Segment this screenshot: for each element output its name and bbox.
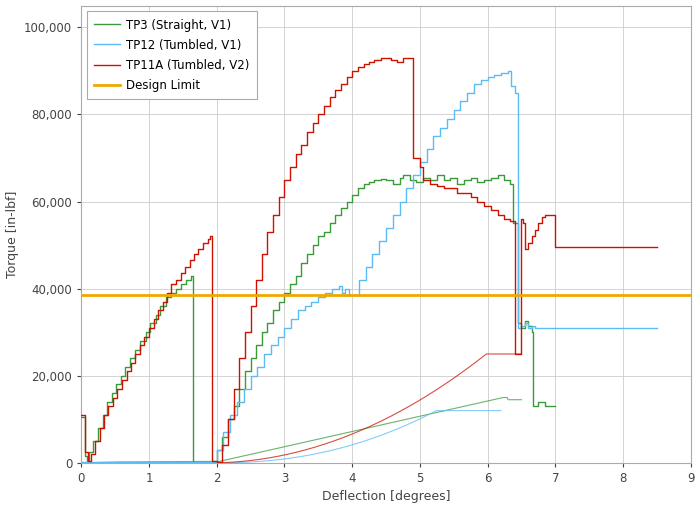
Design Limit [145,292,153,298]
Line: TP3 (Straight, V1): TP3 (Straight, V1) [81,176,555,462]
Design Limit [77,292,85,298]
Y-axis label: Torque [in-lbf]: Torque [in-lbf] [6,190,19,278]
TP12 (Tumbled, V1) [77,459,85,465]
TP11A (Tumbled, V2) [377,55,385,61]
TP12 (Tumbled, V1) [321,290,329,296]
TP12 (Tumbled, V1) [416,173,424,179]
TP11A (Tumbled, V2) [314,111,323,118]
TP3 (Straight, V1) [189,272,197,278]
TP3 (Straight, V1) [189,459,197,465]
TP11A (Tumbled, V2) [213,459,221,465]
TP3 (Straight, V1) [426,177,434,183]
TP11A (Tumbled, V2) [534,227,542,233]
TP3 (Straight, V1) [500,177,509,183]
TP11A (Tumbled, V2) [230,386,238,392]
Line: TP11A (Tumbled, V2): TP11A (Tumbled, V2) [81,58,657,462]
TP11A (Tumbled, V2) [551,212,559,218]
TP12 (Tumbled, V1) [652,325,661,331]
X-axis label: Deflection [degrees]: Deflection [degrees] [322,491,450,503]
Legend: TP3 (Straight, V1), TP12 (Tumbled, V1), TP11A (Tumbled, V2), Design Limit: TP3 (Straight, V1), TP12 (Tumbled, V1), … [88,12,257,99]
TP12 (Tumbled, V1) [470,81,478,87]
TP11A (Tumbled, V2) [652,244,661,250]
TP3 (Straight, V1) [218,434,226,440]
TP11A (Tumbled, V2) [517,216,526,222]
TP12 (Tumbled, V1) [504,68,512,74]
TP12 (Tumbled, V1) [504,70,512,76]
TP3 (Straight, V1) [365,179,373,185]
TP3 (Straight, V1) [354,185,362,191]
Line: TP12 (Tumbled, V1): TP12 (Tumbled, V1) [81,71,657,462]
TP12 (Tumbled, V1) [280,333,288,340]
TP11A (Tumbled, V2) [77,412,85,418]
TP3 (Straight, V1) [399,173,407,179]
TP3 (Straight, V1) [551,403,559,409]
TP3 (Straight, V1) [77,414,85,420]
TP12 (Tumbled, V1) [514,90,522,96]
TP11A (Tumbled, V2) [280,177,288,183]
